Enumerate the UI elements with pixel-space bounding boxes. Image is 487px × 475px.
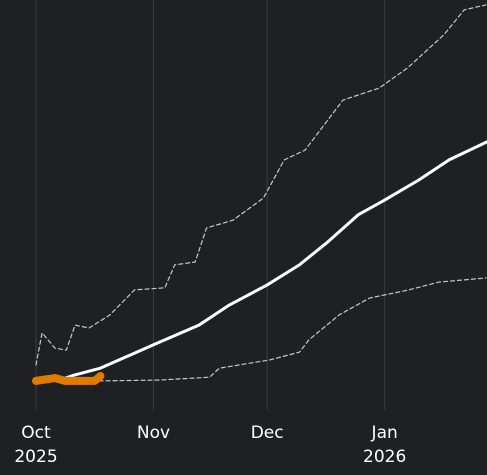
x-tick-label: Dec <box>250 423 284 443</box>
series-line <box>58 140 487 382</box>
x-tick-label: Nov <box>136 423 171 443</box>
x-tick-label: Oct 2025 <box>14 423 58 467</box>
x-tick-label: Jan 2026 <box>363 423 407 467</box>
series-line <box>35 277 487 382</box>
series-line <box>35 4 487 366</box>
series-line <box>32 371 105 385</box>
